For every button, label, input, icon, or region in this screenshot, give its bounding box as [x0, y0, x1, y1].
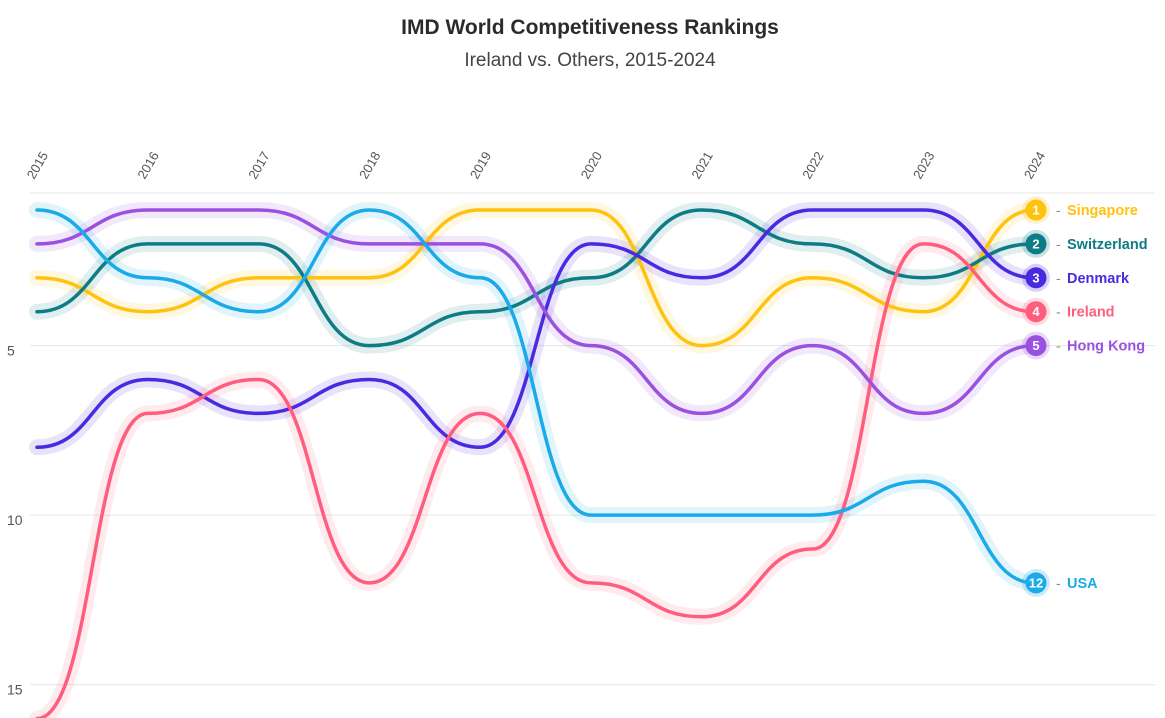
rank-badge-hong-kong: [1025, 335, 1047, 357]
series-line-usa: [35, 208, 1036, 585]
series-label-denmark: Denmark: [1067, 271, 1130, 287]
rank-number-ireland: 4: [1032, 304, 1040, 319]
x-tick-label-2020: 2020: [578, 149, 605, 182]
chart-title: IMD World Competitiveness Rankings: [401, 16, 779, 39]
rank-badge-singapore: [1025, 199, 1047, 221]
series-label-ireland: Ireland: [1067, 305, 1115, 321]
rank-number-switzerland: 2: [1032, 236, 1039, 251]
series-label-switzerland: Switzerland: [1067, 237, 1148, 253]
x-tick-label-2016: 2016: [134, 149, 161, 182]
rank-number-hong-kong: 5: [1032, 338, 1039, 353]
label-dash-switzerland: -: [1056, 236, 1061, 252]
rank-number-singapore: 1: [1032, 203, 1039, 218]
series-line-singapore: [35, 208, 1036, 348]
x-tick-label-2021: 2021: [688, 149, 715, 182]
series-label-hong-kong: Hong Kong: [1067, 339, 1145, 355]
rank-badge-ireland: [1025, 301, 1047, 323]
y-tick-label-15: 15: [7, 682, 23, 698]
series-label-usa: USA: [1067, 576, 1098, 592]
x-tick-label-2017: 2017: [245, 149, 272, 182]
label-dash-hong-kong: -: [1056, 338, 1061, 354]
x-tick-label-2018: 2018: [356, 149, 383, 182]
x-axis: 2015 2016 2017 2018 2019 2020 2021 2022 2023 2024: [24, 149, 1049, 182]
x-tick-label-2024: 2024: [1021, 149, 1048, 182]
x-tick-label-2023: 2023: [910, 149, 937, 182]
label-dash-ireland: -: [1056, 304, 1061, 320]
series-line-hong-kong: [35, 208, 1036, 416]
rank-badge-switzerland: [1025, 233, 1047, 255]
label-dash-singapore: -: [1056, 202, 1061, 218]
x-tick-label-2022: 2022: [799, 149, 826, 182]
rank-number-denmark: 3: [1032, 270, 1039, 285]
series-label-singapore: Singapore: [1067, 203, 1138, 219]
y-axis: 5 10 15: [7, 343, 23, 698]
label-dash-usa: -: [1056, 575, 1061, 591]
chart-subtitle: Ireland vs. Others, 2015-2024: [464, 50, 716, 71]
x-tick-label-2019: 2019: [467, 149, 494, 182]
y-tick-label-10: 10: [7, 512, 23, 528]
y-tick-label-5: 5: [7, 343, 15, 359]
rank-number-usa: 12: [1029, 575, 1043, 590]
label-dash-denmark: -: [1056, 270, 1061, 286]
rank-badge-usa: [1025, 572, 1047, 594]
x-tick-label-2015: 2015: [24, 149, 51, 182]
series-line-layer: [35, 208, 1036, 718]
rank-badge-denmark: [1025, 267, 1047, 289]
series-line-ireland: [35, 242, 1036, 718]
grid-layer: [30, 192, 1155, 686]
